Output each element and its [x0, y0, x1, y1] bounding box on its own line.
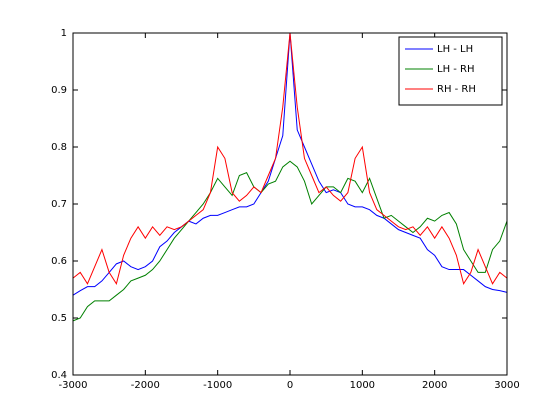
line-series — [72, 160, 508, 322]
legend-label: LH - RH — [437, 64, 475, 75]
y-tick-label: 1 — [61, 28, 67, 39]
y-tick-label: 0.4 — [51, 370, 67, 381]
y-tick-label: 0.8 — [51, 142, 67, 153]
x-tick-label: 2000 — [422, 380, 447, 391]
x-tick-label: 3000 — [494, 380, 519, 391]
x-tick-label: 0 — [287, 380, 293, 391]
x-tick-label: -1000 — [203, 380, 232, 391]
legend-label: RH - RH — [437, 84, 476, 95]
y-tick-label: 0.6 — [51, 256, 67, 267]
y-tick-label: 0.7 — [51, 199, 67, 210]
legend-box — [398, 36, 503, 106]
legend-label: LH - LH — [437, 44, 473, 55]
axes-box — [72, 32, 508, 376]
y-tick-label: 0.5 — [51, 313, 67, 324]
x-tick-label: 1000 — [350, 380, 375, 391]
x-tick-label: -2000 — [131, 380, 160, 391]
x-tick-label: -3000 — [58, 380, 87, 391]
y-tick-label: 0.9 — [51, 85, 67, 96]
